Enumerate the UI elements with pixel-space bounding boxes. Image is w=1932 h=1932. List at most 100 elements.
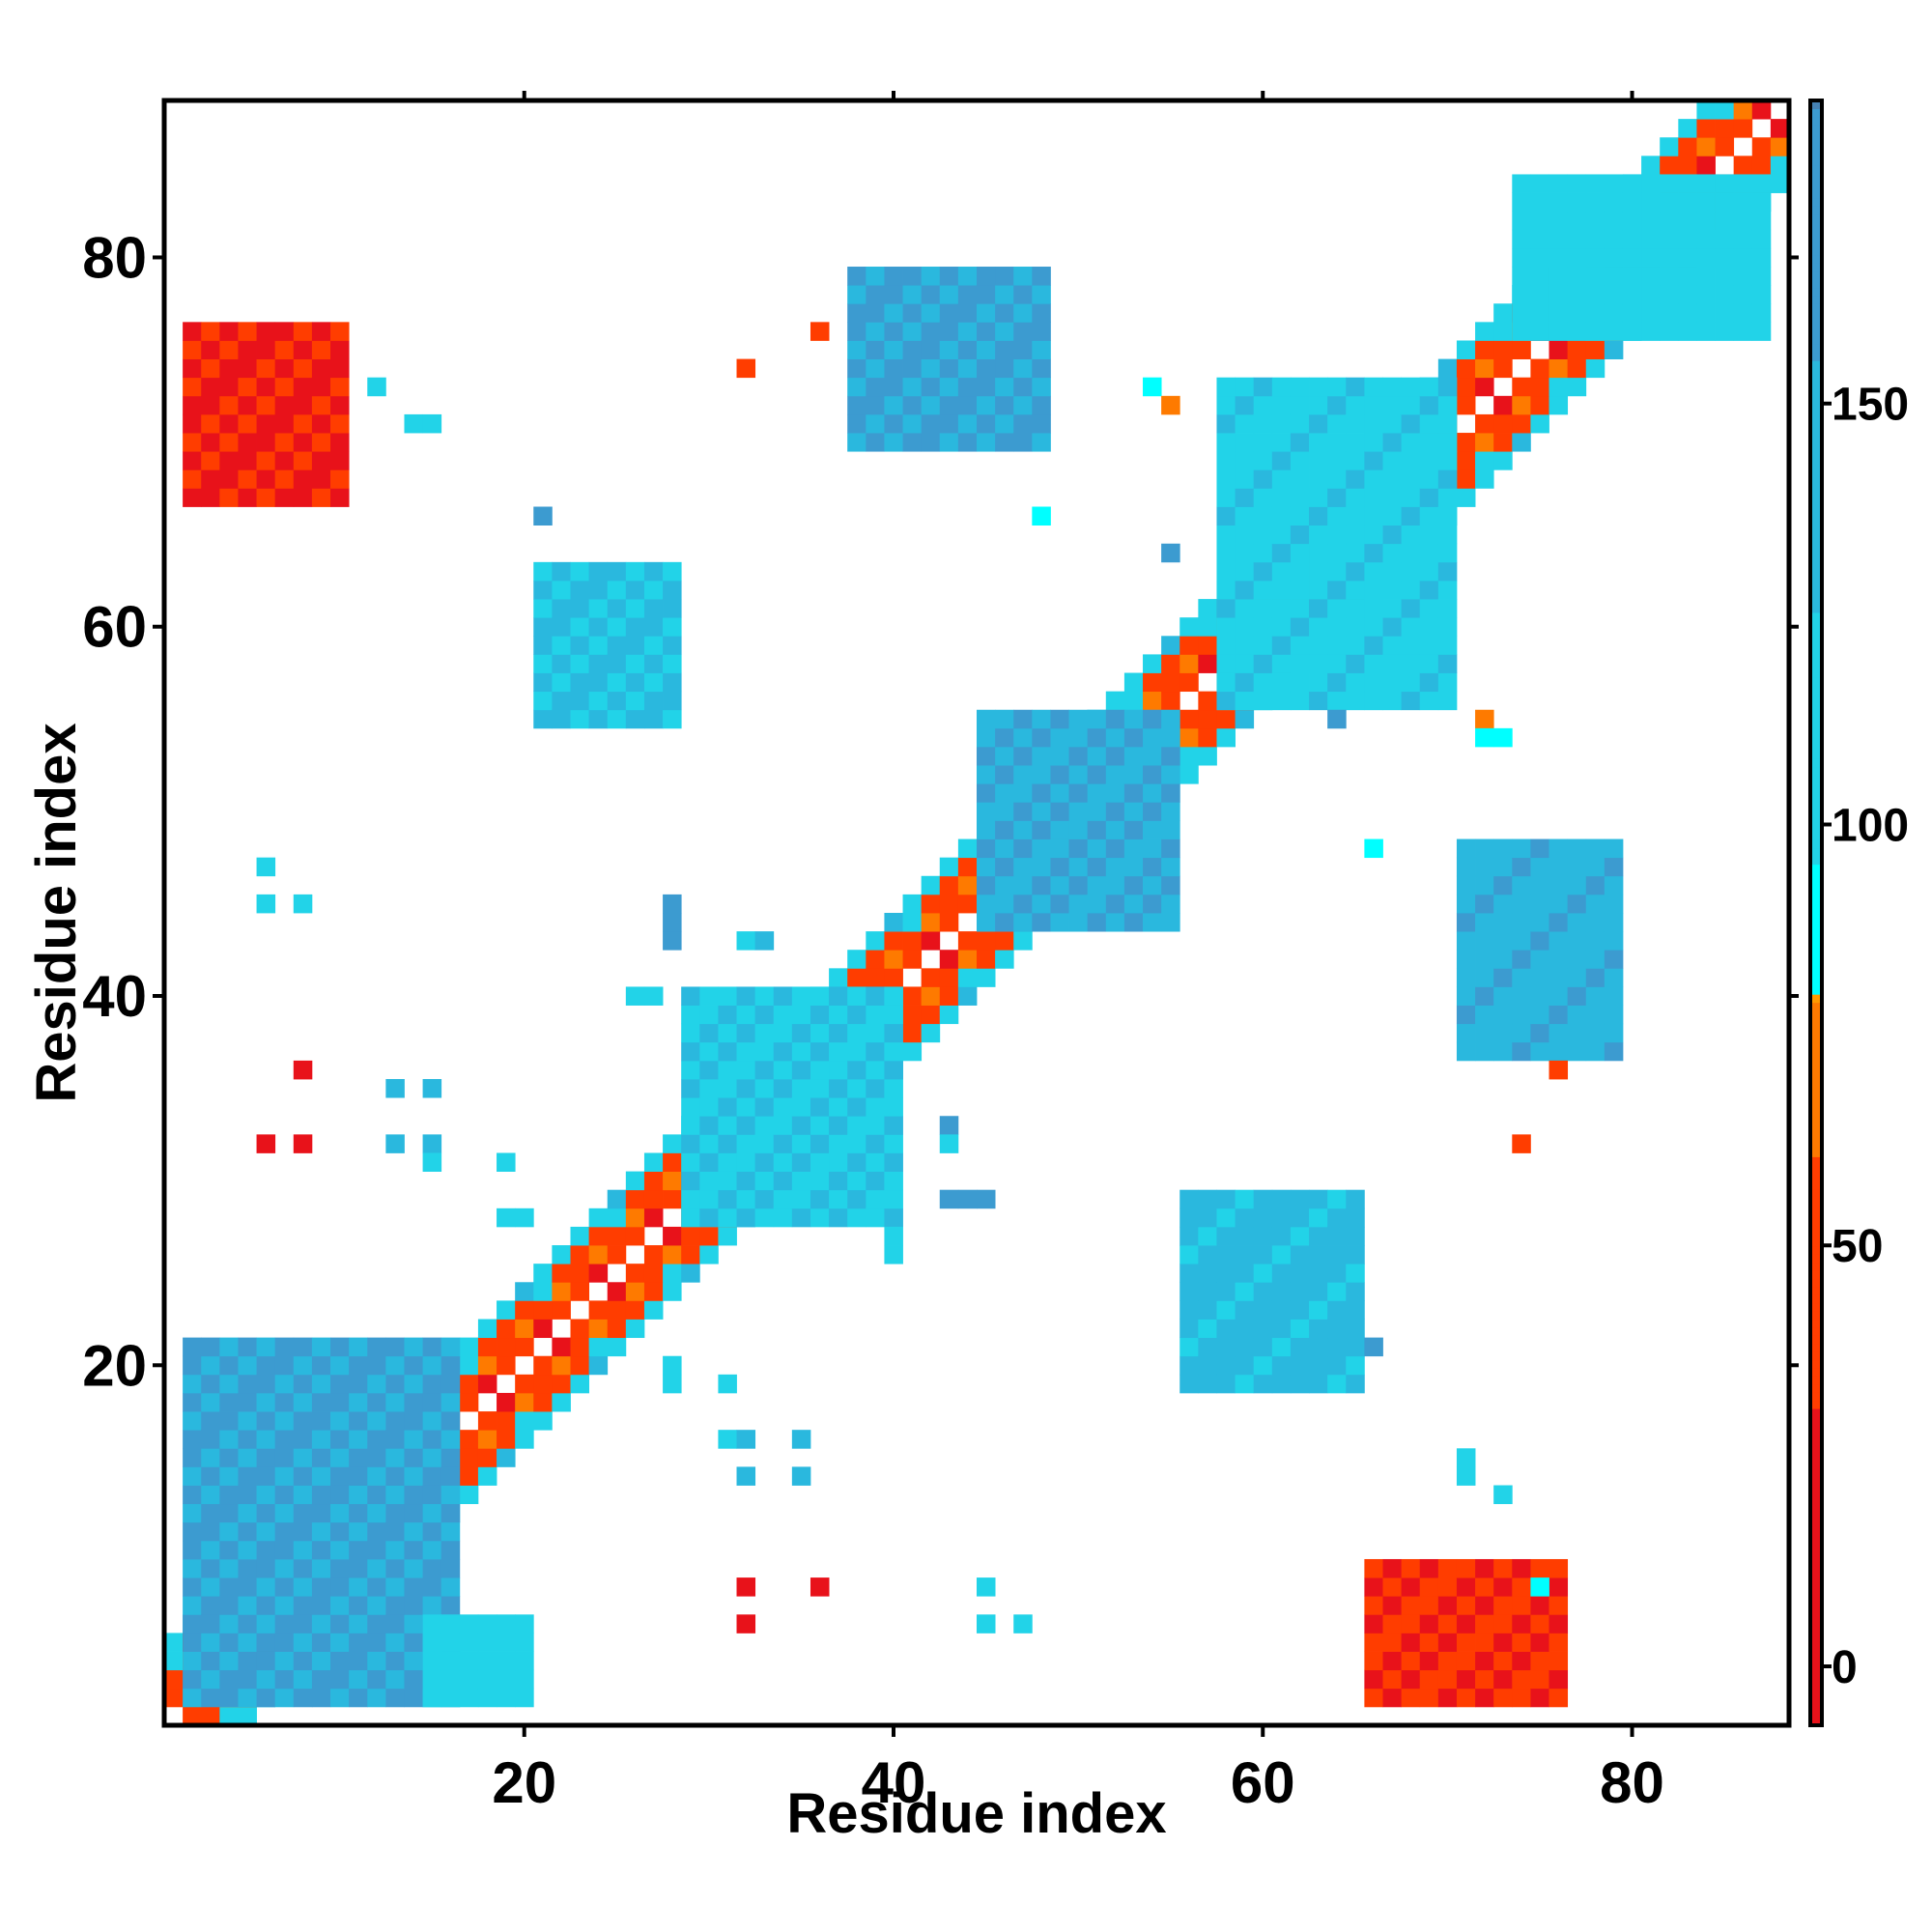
heatmap-cell (625, 709, 645, 729)
heatmap-cell (829, 1097, 848, 1117)
heatmap-cell (1382, 580, 1403, 600)
heatmap-cell (1382, 395, 1403, 415)
colorbar-segment (1810, 1392, 1822, 1402)
colorbar-segment (1810, 839, 1822, 849)
heatmap-cell (1290, 451, 1310, 470)
heatmap-cell (663, 1152, 682, 1172)
heatmap-cell (1622, 303, 1642, 323)
heatmap-cell (256, 1614, 276, 1634)
heatmap-cell (866, 413, 885, 434)
heatmap-cell (1512, 267, 1531, 286)
heatmap-cell (1401, 413, 1421, 434)
heatmap-cell (1179, 1319, 1199, 1339)
heatmap-cell (643, 672, 664, 693)
heatmap-cell (477, 1374, 497, 1394)
heatmap-cell (1143, 802, 1162, 821)
heatmap-cell (1105, 838, 1125, 859)
colorbar-segment (1810, 1319, 1822, 1328)
colorbar-segment (1810, 1018, 1822, 1028)
heatmap-cell (1290, 561, 1310, 582)
heatmap-cell (1585, 358, 1605, 379)
heatmap-cell (183, 413, 202, 434)
heatmap-cell (256, 1503, 276, 1523)
heatmap-cell (274, 1466, 295, 1486)
heatmap-cell (1216, 433, 1236, 452)
colorbar-segment (1810, 539, 1822, 549)
heatmap-cell (1143, 765, 1162, 784)
heatmap-cell (1013, 894, 1033, 914)
heatmap-cell (1013, 709, 1033, 729)
heatmap-cell (349, 1521, 368, 1542)
heatmap-cell (201, 340, 220, 359)
heatmap-cell (1382, 488, 1403, 507)
heatmap-cell (274, 1614, 295, 1634)
heatmap-cell (699, 1171, 719, 1191)
heatmap-cell (1216, 636, 1236, 655)
heatmap-cell (1456, 950, 1476, 969)
heatmap-cell (1401, 654, 1421, 673)
heatmap-cell (1419, 691, 1439, 711)
heatmap-cell (1733, 303, 1753, 323)
heatmap-cell (404, 1651, 423, 1671)
heatmap-cell (1419, 580, 1439, 600)
x-tick-label: 60 (1231, 1750, 1295, 1815)
colorbar-segment (1810, 320, 1822, 329)
heatmap-cell (1087, 875, 1107, 895)
colorbar-segment (1810, 1424, 1822, 1434)
heatmap-cell (256, 377, 276, 397)
heatmap-cell (1567, 875, 1587, 895)
heatmap-cell (385, 1577, 405, 1597)
heatmap-cell (238, 451, 257, 470)
heatmap-cell (625, 691, 645, 711)
heatmap-cell (1253, 1355, 1273, 1376)
heatmap-cell (1161, 875, 1180, 895)
heatmap-cell (643, 1300, 664, 1320)
heatmap-cell (1216, 488, 1236, 507)
heatmap-cell (921, 377, 941, 397)
heatmap-cell (718, 1208, 737, 1228)
heatmap-cell (311, 1540, 331, 1560)
heatmap-cell (810, 1171, 830, 1191)
heatmap-cell (1235, 1355, 1255, 1376)
heatmap-cell (497, 1688, 516, 1708)
heatmap-cell (1309, 377, 1328, 397)
heatmap-cell (367, 1651, 386, 1671)
heatmap-cell (367, 1688, 386, 1708)
heatmap-cell (1530, 322, 1549, 341)
heatmap-cell (349, 1651, 368, 1671)
colorbar-segment (1810, 1449, 1822, 1459)
colorbar-segment (1810, 506, 1822, 516)
heatmap-cell (1585, 303, 1605, 323)
heatmap-cell (1235, 1208, 1255, 1228)
heatmap-cell (1364, 451, 1383, 470)
heatmap-cell (330, 1669, 350, 1690)
heatmap-cell (1419, 433, 1439, 452)
heatmap-cell (330, 1411, 350, 1431)
heatmap-cell (1309, 1319, 1328, 1339)
heatmap-cell (1437, 433, 1458, 452)
heatmap-cell (274, 1448, 295, 1467)
heatmap-cell (1327, 543, 1347, 563)
heatmap-cell (1530, 894, 1549, 914)
heatmap-cell (256, 1521, 276, 1542)
heatmap-cell (183, 451, 202, 470)
heatmap-cell (1032, 802, 1051, 821)
colorbar-segment (1810, 1075, 1822, 1085)
heatmap-cell (736, 986, 756, 1006)
heatmap-cell (1475, 1669, 1494, 1690)
heatmap-cell (385, 1485, 405, 1505)
heatmap-cell (1530, 247, 1549, 268)
heatmap-cell (330, 1688, 350, 1708)
heatmap-cell (1346, 1245, 1365, 1264)
heatmap-cell (847, 1116, 867, 1135)
colorbar-segment (1810, 1270, 1822, 1280)
heatmap-cell (238, 488, 257, 507)
heatmap-cell (1456, 986, 1476, 1006)
heatmap-cell (1437, 413, 1458, 434)
heatmap-cell (274, 1503, 295, 1523)
heatmap-cell (1327, 451, 1347, 470)
heatmap-cell (1013, 857, 1033, 877)
heatmap-cell (588, 1208, 609, 1228)
heatmap-cell (219, 451, 239, 470)
heatmap-cell (1456, 1448, 1476, 1467)
